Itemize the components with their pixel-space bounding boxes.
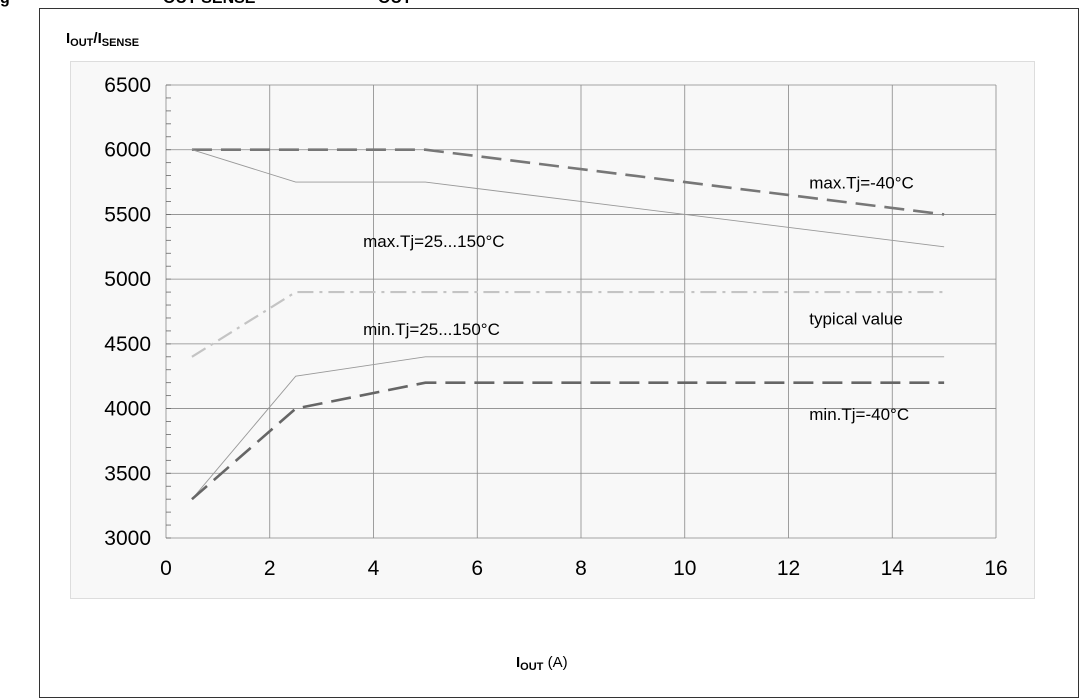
- series-line: [191, 381, 945, 501]
- x-tick-label: 6: [471, 557, 483, 580]
- series-line: [191, 149, 945, 248]
- series-annotation: min.Tj=-40°C: [809, 405, 909, 424]
- y-tick-label: 4000: [104, 398, 151, 421]
- x-tick-label: 0: [160, 557, 172, 580]
- y-tick-label: 5500: [104, 203, 151, 226]
- y-tick-label: 3500: [104, 462, 151, 485]
- x-tick-label: 12: [777, 557, 800, 580]
- y-tick-label: 6500: [104, 74, 151, 97]
- y-tick-label: 5000: [104, 268, 151, 291]
- x-tick-label: 4: [368, 557, 380, 580]
- series-annotation: typical value: [809, 309, 903, 328]
- y-tick-label: 3000: [104, 527, 151, 550]
- y-tick-label: 6000: [104, 139, 151, 162]
- y-axis-label: IOUT/ISENSE: [66, 30, 140, 49]
- series-annotation: min.Tj=25...150°C: [363, 320, 500, 339]
- series-annotation: max.Tj=25...150°C: [363, 232, 504, 251]
- y-tick-label: 4500: [104, 333, 151, 356]
- series-line: [191, 290, 945, 358]
- x-axis-label: IOUT (A): [516, 654, 568, 673]
- series-line: [191, 356, 945, 500]
- x-tick-label: 8: [575, 557, 587, 580]
- x-tick-label: 16: [984, 557, 1007, 580]
- x-tick-label: 10: [673, 557, 696, 580]
- caption-fragment-3: OUT: [378, 0, 412, 8]
- caption-fragment-2: OUT SENSE: [163, 0, 255, 8]
- series-annotation: max.Tj=-40°C: [809, 174, 914, 193]
- series-line: [191, 148, 945, 216]
- caption-fragment-1: g: [0, 0, 10, 8]
- x-tick-label: 14: [881, 557, 905, 580]
- cropped-caption: g OUT SENSE OUT: [0, 0, 1082, 8]
- x-tick-label: 2: [264, 557, 276, 580]
